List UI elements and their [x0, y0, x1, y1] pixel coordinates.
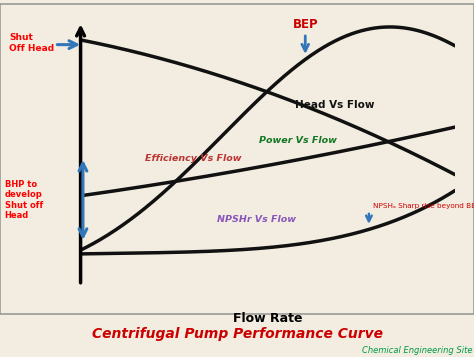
Text: BEP: BEP: [292, 18, 318, 31]
Text: Power Vs Flow: Power Vs Flow: [259, 136, 337, 145]
Text: Flow Rate: Flow Rate: [233, 312, 302, 325]
Text: Shut
Off Head: Shut Off Head: [9, 33, 55, 52]
Text: Efficiency Vs Flow: Efficiency Vs Flow: [145, 155, 241, 164]
Text: Head Vs Flow: Head Vs Flow: [295, 100, 375, 110]
Text: NPSHₐ Sharp rise beyond BEP: NPSHₐ Sharp rise beyond BEP: [373, 203, 474, 209]
Text: NPSHr Vs Flow: NPSHr Vs Flow: [217, 215, 296, 224]
Text: BHP to
develop
Shut off
Head: BHP to develop Shut off Head: [5, 180, 43, 220]
Text: Centrifugal Pump Performance Curve: Centrifugal Pump Performance Curve: [91, 327, 383, 341]
Text: Chemical Engineering Site: Chemical Engineering Site: [362, 346, 473, 355]
